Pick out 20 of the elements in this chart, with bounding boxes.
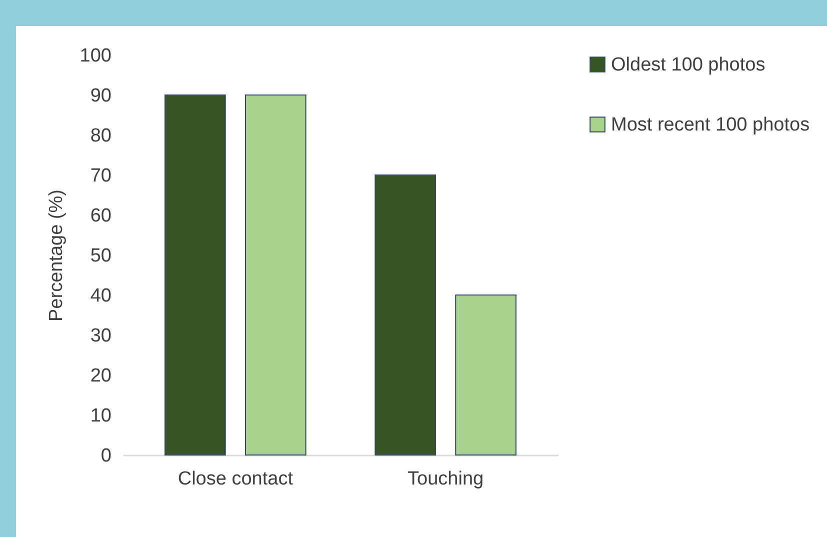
legend-label: Oldest 100 photos xyxy=(611,54,766,76)
y-tick-label: 10 xyxy=(90,406,112,426)
y-tick-label: 40 xyxy=(90,286,112,306)
y-tick-label: 0 xyxy=(100,446,112,466)
bar xyxy=(374,174,436,456)
bar xyxy=(455,294,516,456)
legend-label: Most recent 100 photos xyxy=(611,114,810,136)
bar xyxy=(244,94,306,456)
y-tick-label: 80 xyxy=(90,126,112,146)
y-tick-label: 30 xyxy=(90,326,112,346)
x-tick-label: Touching xyxy=(408,468,484,490)
y-tick-label: 70 xyxy=(90,166,112,186)
y-tick-label: 100 xyxy=(80,46,112,66)
y-axis-title: Percentage (%) xyxy=(46,189,67,322)
y-tick-label: 20 xyxy=(90,366,112,386)
y-tick-label: 90 xyxy=(90,86,112,106)
y-tick-label: 60 xyxy=(90,206,112,226)
x-tick-label: Close contact xyxy=(178,468,294,490)
bar xyxy=(164,94,226,456)
y-tick-label: 50 xyxy=(90,246,112,266)
